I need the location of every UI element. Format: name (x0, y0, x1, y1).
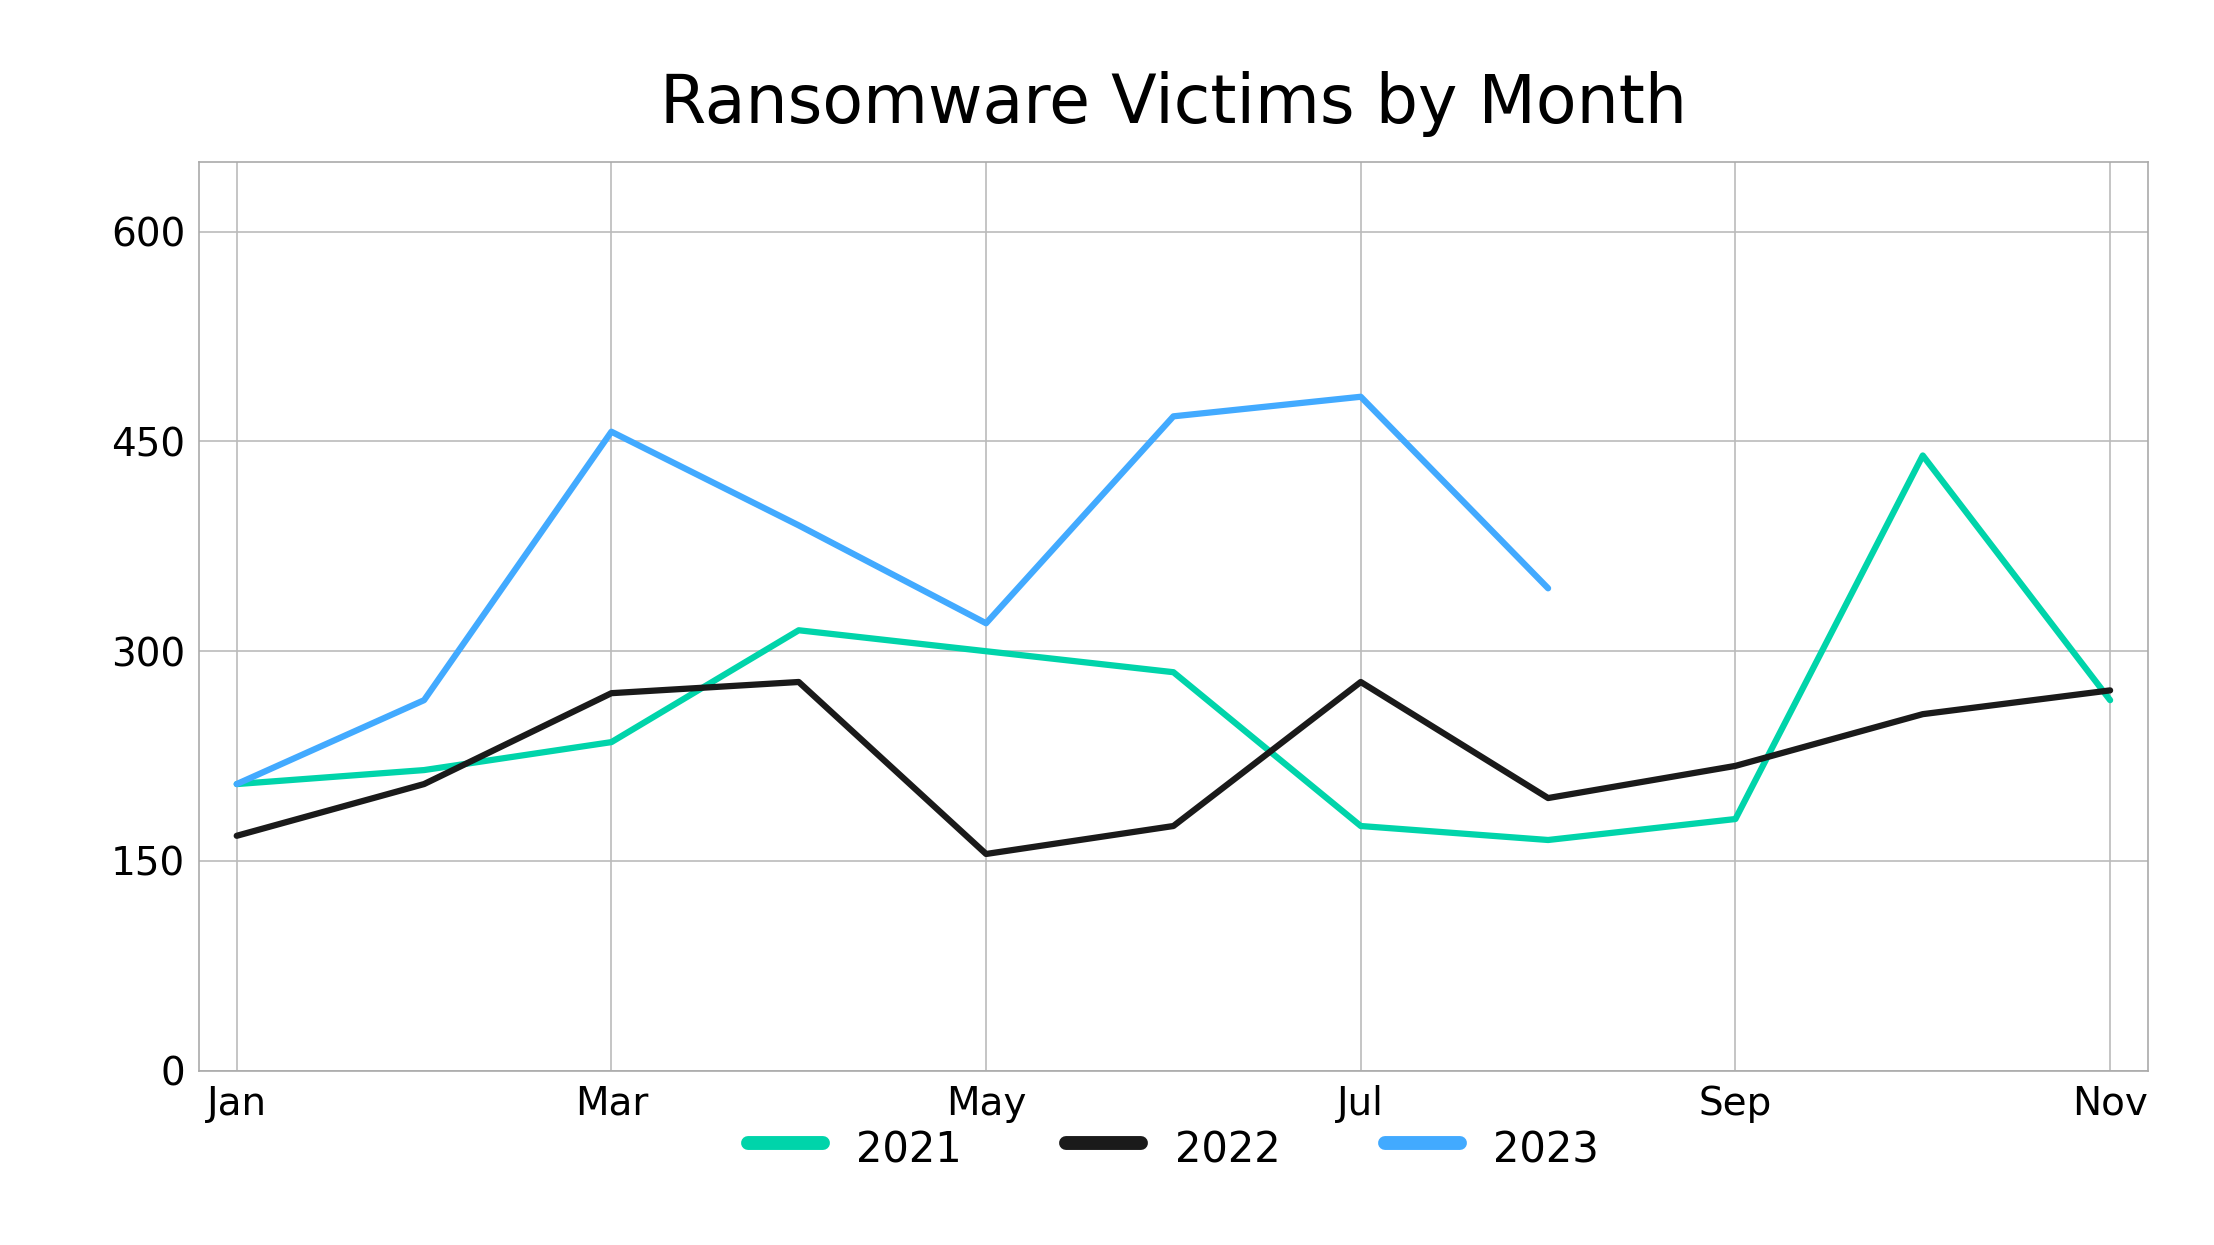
Title: Ransomware Victims by Month: Ransomware Victims by Month (660, 71, 1687, 137)
2021 (412, 763, 438, 778)
2021 (1908, 448, 1935, 463)
2021 (224, 777, 250, 792)
Line: 2023: 2023 (237, 397, 1548, 784)
2023 (972, 616, 999, 631)
2021 (1722, 812, 1749, 827)
2022 (786, 675, 813, 690)
2023 (786, 518, 813, 533)
2022 (1348, 675, 1375, 690)
2022 (1908, 707, 1935, 722)
Line: 2022: 2022 (237, 682, 2110, 854)
2023 (224, 777, 250, 792)
2021 (1348, 818, 1375, 833)
2023 (598, 425, 624, 439)
2022 (2097, 684, 2123, 698)
2021 (786, 622, 813, 637)
2023 (1348, 390, 1375, 405)
2022 (1534, 791, 1561, 806)
2023 (1534, 581, 1561, 596)
2021 (1534, 833, 1561, 848)
2021 (1160, 665, 1187, 680)
Legend: 2021, 2022, 2023: 2021, 2022, 2023 (731, 1107, 1616, 1190)
2022 (224, 828, 250, 843)
2021 (972, 644, 999, 659)
Line: 2021: 2021 (237, 456, 2110, 840)
2021 (598, 735, 624, 749)
2022 (1160, 818, 1187, 833)
2023 (1160, 408, 1187, 423)
2022 (1722, 758, 1749, 773)
2022 (412, 777, 438, 792)
2022 (598, 686, 624, 701)
2023 (412, 692, 438, 707)
2022 (972, 847, 999, 862)
2021 (2097, 692, 2123, 707)
